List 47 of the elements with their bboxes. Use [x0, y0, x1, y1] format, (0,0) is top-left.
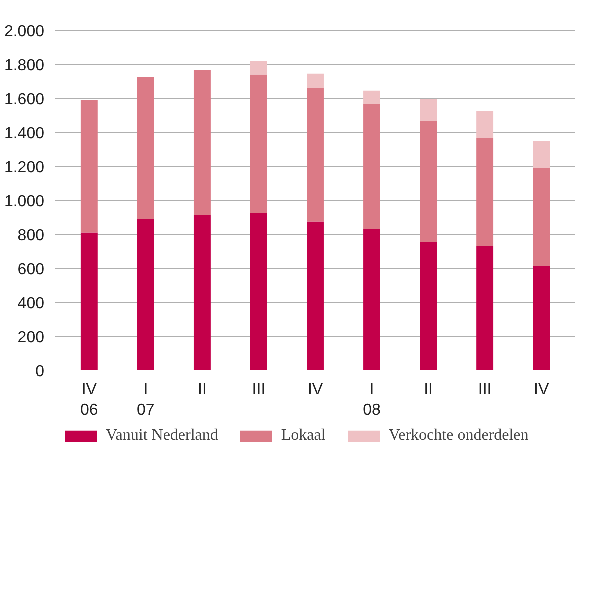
- bar: [137, 219, 154, 370]
- x-tick-label: II: [198, 382, 207, 398]
- bar: [533, 141, 550, 168]
- x-tick-label: III: [478, 382, 492, 398]
- x-tick-label: I 07: [137, 382, 155, 419]
- x-tick-label: III: [252, 382, 266, 398]
- bar: [194, 214, 211, 370]
- bar: [364, 90, 380, 104]
- y-tick-label: 600: [18, 262, 45, 278]
- bar: [476, 138, 494, 246]
- x-tick-label: I 08: [363, 382, 382, 419]
- y-tick-label: 1.400: [4, 126, 45, 142]
- bar: [533, 168, 550, 266]
- x-tick-label: IV: [308, 382, 324, 398]
- bar: [250, 74, 268, 214]
- bar: [194, 70, 211, 215]
- legend-label: Verkochte onderdelen: [388, 427, 529, 445]
- y-tick-label: 400: [18, 296, 45, 312]
- bar: [250, 213, 268, 370]
- bar: [420, 242, 438, 370]
- bar: [307, 74, 324, 88]
- bar: [137, 77, 154, 220]
- bar: [364, 229, 380, 370]
- bar: [420, 99, 438, 122]
- bar: [420, 121, 438, 242]
- y-tick-label: 1.800: [4, 58, 45, 74]
- x-tick-label: II: [424, 382, 433, 398]
- bar: [307, 222, 324, 370]
- y-tick-label: 2.000: [4, 24, 45, 40]
- bar: [533, 266, 550, 370]
- y-tick-label: 1.000: [4, 194, 45, 210]
- x-tick-label: IV 06: [80, 382, 98, 419]
- bar: [476, 111, 494, 138]
- x-tick-label: IV: [534, 382, 550, 398]
- bar: [476, 246, 494, 370]
- legend-label: Lokaal: [281, 427, 326, 445]
- bar: [250, 61, 268, 75]
- y-tick-label: 800: [18, 228, 45, 244]
- y-tick-label: 1.600: [4, 92, 45, 108]
- legend-label: Vanuit Nederland: [106, 427, 218, 445]
- bar: [80, 100, 98, 233]
- y-tick-label: 1.200: [4, 160, 45, 176]
- y-tick-label: 0: [36, 364, 45, 380]
- bar: [307, 88, 324, 222]
- y-tick-label: 200: [18, 330, 45, 346]
- bar: [80, 232, 98, 370]
- bar: [364, 104, 380, 230]
